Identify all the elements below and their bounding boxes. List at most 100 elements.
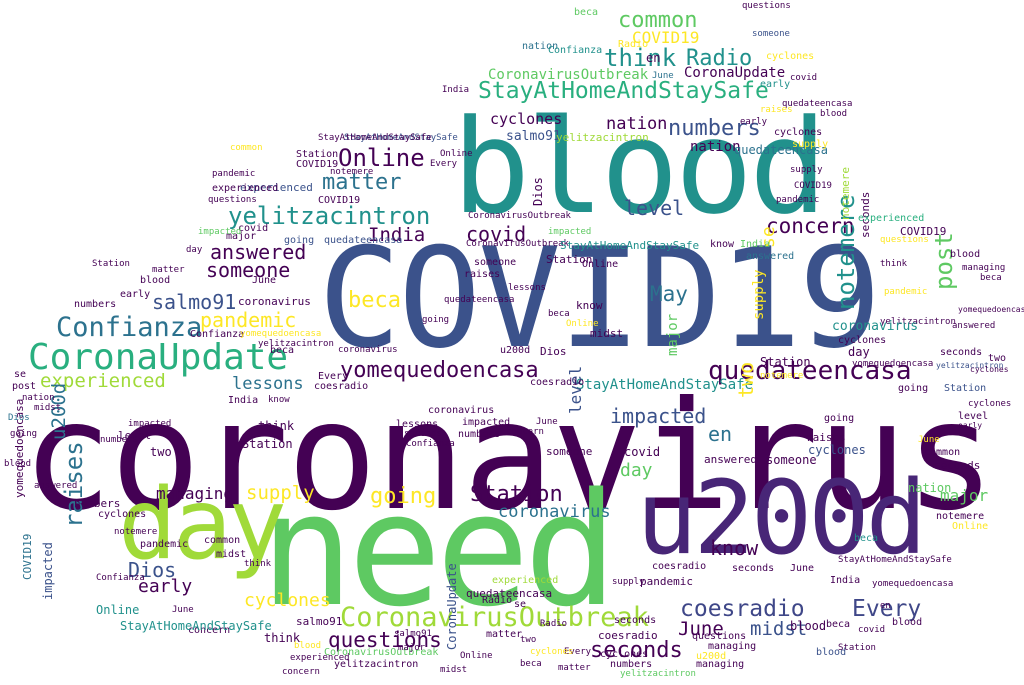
- word-small: concern: [282, 667, 320, 677]
- word-supply: supply: [246, 482, 315, 504]
- word-know: know: [710, 536, 759, 560]
- word-small: questions: [880, 235, 929, 245]
- word-managing: managing: [156, 484, 234, 503]
- word-small: June: [252, 275, 277, 286]
- word-yelitzacintron: yelitzacintron: [228, 202, 431, 230]
- word-impacted: impacted: [610, 404, 707, 428]
- word-experienced: experienced: [40, 370, 166, 392]
- word-small: common: [924, 447, 961, 458]
- word-small: June: [172, 605, 194, 615]
- word-small: two: [520, 635, 537, 645]
- word-small: covid: [790, 73, 818, 83]
- word-quedateencasa: quedateencasa: [708, 356, 912, 386]
- word-small: coesradio: [530, 377, 585, 388]
- word-stayathome-small: StayAtHomeAndStaySafe: [576, 377, 754, 393]
- word-small: numbers: [100, 435, 138, 445]
- word-small: lessons: [396, 419, 439, 430]
- word-small: managing: [708, 641, 757, 652]
- word-small: impacted: [128, 419, 172, 429]
- word-small: supply: [612, 577, 645, 587]
- word-small: nation: [908, 481, 952, 495]
- word-salmo91: salmo91: [152, 290, 237, 314]
- word-small: Confianza: [96, 573, 145, 583]
- word-small: beca: [520, 659, 542, 669]
- word-india: India: [368, 224, 426, 246]
- word-small: Dios: [8, 413, 30, 423]
- word-small: supply: [790, 165, 823, 175]
- word-major-vertical: major: [665, 313, 681, 356]
- word-small: beca: [270, 345, 295, 356]
- word-small: Station: [944, 383, 987, 394]
- word-small: Confianza: [406, 439, 455, 449]
- word-small: blood: [4, 459, 32, 469]
- word-small: Confianza: [190, 329, 245, 340]
- word-small: covid: [624, 445, 661, 459]
- word-small: Online: [440, 149, 473, 159]
- word-small: quedateencasa: [734, 143, 828, 157]
- word-small: raises: [464, 269, 501, 280]
- word-common: common: [618, 8, 698, 33]
- word-covid19-vertical: COVID19: [21, 533, 34, 580]
- word-going: going: [370, 484, 437, 509]
- word-small: beca: [548, 309, 570, 319]
- word-concern: concern: [766, 214, 855, 238]
- word-online: Online: [338, 144, 425, 172]
- word-small: coronavirus: [338, 345, 398, 355]
- word-small: know: [576, 299, 603, 312]
- word-small: StayAtHomeAndStaySafe: [838, 555, 952, 565]
- word-small: coesradio: [314, 381, 369, 392]
- word-small: Every: [430, 159, 458, 169]
- word-small: June: [652, 71, 674, 81]
- word-level: level: [624, 196, 685, 220]
- word-small: answered: [34, 481, 78, 491]
- word-pandemic: pandemic: [200, 308, 297, 332]
- word-small: June: [536, 417, 558, 427]
- word-small: numbers: [610, 659, 653, 670]
- word-small: experienced: [290, 653, 350, 663]
- word-small: salmo91: [296, 615, 343, 628]
- word-small: answered: [952, 321, 996, 331]
- word-small: notemere: [760, 371, 804, 381]
- word-small: Online: [96, 603, 140, 617]
- word-covid19: COVID19: [318, 218, 882, 379]
- word-small: going: [422, 315, 450, 325]
- word-answered: answered: [210, 240, 307, 264]
- word-small: cyclones: [774, 127, 823, 138]
- word-small: cyclones: [968, 399, 1012, 409]
- word-small: someone: [474, 257, 517, 268]
- word-covid: covid: [466, 222, 527, 246]
- word-small: impacted: [548, 227, 592, 237]
- word-small: beca: [826, 619, 851, 630]
- word-small: numbers: [74, 299, 117, 310]
- word-small: en: [880, 601, 891, 611]
- word-small: coronavirus: [238, 295, 311, 308]
- word-small: seconds: [404, 429, 442, 439]
- word-small: pandemic: [776, 195, 820, 205]
- word-small: supply: [792, 139, 829, 150]
- word-small: pandemic: [640, 575, 693, 588]
- word-small: salmo91: [506, 129, 561, 144]
- word-small: India: [740, 239, 771, 250]
- word-beca: beca: [348, 288, 401, 313]
- word-small: early: [740, 117, 768, 127]
- word-small: blood: [816, 647, 847, 658]
- word-small: managing: [962, 263, 1006, 273]
- word-small: India: [228, 395, 259, 406]
- word-small: going: [10, 429, 38, 439]
- word-small: think: [264, 631, 301, 645]
- word-small: quedateencasa: [466, 587, 553, 600]
- word-radio: Radio: [686, 46, 753, 71]
- word-confianza: Confianza: [56, 312, 203, 343]
- word-small: cyclones: [490, 110, 563, 128]
- word-questions: questions: [328, 628, 442, 652]
- word-small: Every: [318, 371, 349, 382]
- word-small: experienced: [212, 183, 279, 194]
- word-small: going: [898, 383, 929, 394]
- word-small: COVID19: [318, 195, 361, 206]
- word-small: COVID19: [794, 181, 832, 191]
- word-small: major: [398, 643, 426, 653]
- word-small: June: [790, 563, 815, 574]
- word-small: midst: [590, 327, 624, 340]
- word-small: midst: [440, 665, 468, 675]
- word-small: day: [848, 345, 870, 359]
